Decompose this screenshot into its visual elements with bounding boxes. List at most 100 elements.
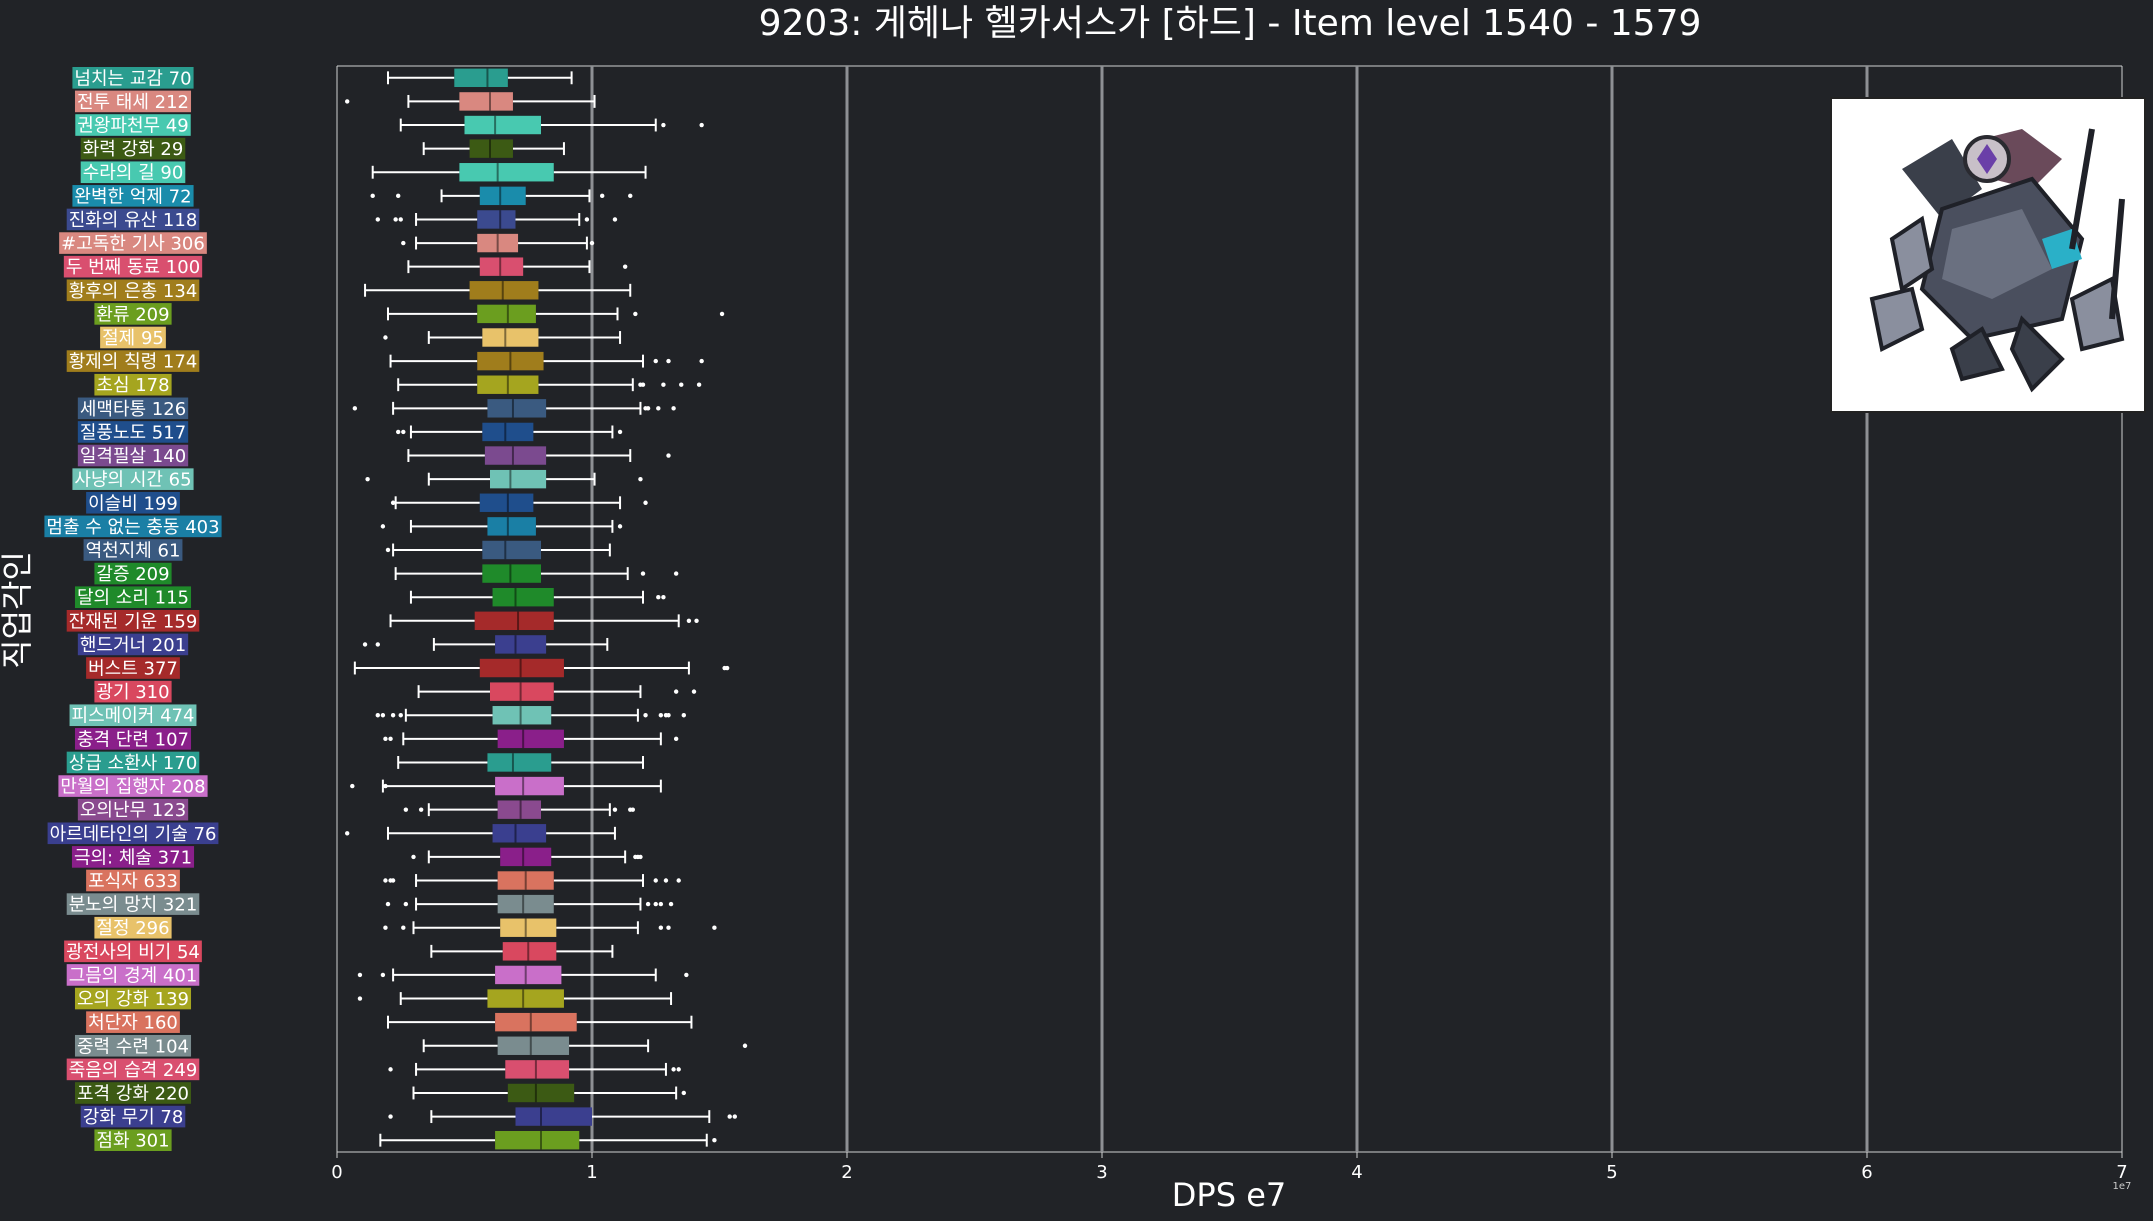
outlier-point bbox=[617, 429, 623, 435]
box-3 bbox=[422, 139, 565, 158]
outlier-point bbox=[380, 524, 386, 529]
outlier-point bbox=[661, 594, 666, 600]
outlier-point bbox=[712, 1137, 717, 1143]
outlier-point bbox=[380, 972, 386, 978]
box-42 bbox=[388, 1060, 681, 1079]
box-iqr bbox=[464, 115, 541, 135]
box-30 bbox=[350, 776, 662, 796]
outlier-point bbox=[398, 713, 403, 718]
outlier-point bbox=[388, 736, 393, 742]
outlier-point bbox=[658, 925, 664, 930]
category-label-text: 역천지체 61 bbox=[86, 540, 181, 561]
category-label-33: 극의: 체술 371 bbox=[71, 846, 195, 868]
outlier-point bbox=[385, 547, 391, 553]
category-label-36: 절정 296 bbox=[94, 916, 172, 939]
box-iqr bbox=[495, 1012, 577, 1032]
box-iqr bbox=[490, 469, 547, 489]
box-11 bbox=[383, 328, 622, 347]
category-label-bg bbox=[66, 1058, 200, 1081]
category-label-bg bbox=[86, 657, 180, 679]
category-label-bg bbox=[77, 444, 189, 467]
box-27 bbox=[375, 706, 686, 725]
outlier-point bbox=[666, 713, 671, 718]
box-iqr bbox=[495, 1130, 580, 1150]
outlier-point bbox=[643, 500, 648, 505]
outlier-point bbox=[653, 358, 658, 364]
category-label-bg bbox=[47, 822, 219, 845]
box-9 bbox=[364, 281, 632, 300]
category-label-28: 충격 단련 107 bbox=[74, 728, 192, 750]
box-23 bbox=[389, 611, 699, 631]
outlier-point bbox=[696, 382, 702, 387]
box-iqr bbox=[490, 682, 554, 701]
outlier-point bbox=[671, 406, 676, 411]
outlier-point bbox=[403, 901, 409, 907]
outlier-point bbox=[589, 240, 595, 246]
category-label-23: 잔재된 기운 159 bbox=[66, 610, 200, 632]
box-iqr bbox=[497, 894, 554, 914]
category-label-27: 피스메이커 474 bbox=[69, 704, 197, 727]
category-label-22: 달의 소리 115 bbox=[74, 586, 192, 609]
outlier-point bbox=[350, 783, 355, 789]
category-label-26: 광기 310 bbox=[94, 680, 172, 703]
outlier-point bbox=[383, 878, 388, 883]
category-label-11: 절제 95 bbox=[100, 326, 166, 349]
category-label-text: 오의난무 123 bbox=[80, 800, 186, 821]
category-label-13: 초심 178 bbox=[94, 373, 172, 396]
category-label-text: 멈출 수 없는 충동 403 bbox=[46, 517, 219, 538]
box-4 bbox=[371, 163, 647, 182]
category-label-text: #고독한 기사 306 bbox=[61, 234, 205, 255]
box-18 bbox=[390, 493, 648, 512]
box-37 bbox=[430, 942, 614, 961]
category-label-bg bbox=[94, 916, 172, 939]
outlier-point bbox=[691, 689, 697, 694]
box-5 bbox=[370, 186, 633, 206]
outlier-point bbox=[362, 642, 368, 647]
category-label-bg bbox=[77, 798, 189, 821]
outlier-point bbox=[628, 193, 633, 199]
outlier-point bbox=[352, 406, 358, 411]
category-label-text: 핸드거너 201 bbox=[80, 635, 186, 656]
box-8 bbox=[407, 257, 628, 276]
outlier-point bbox=[390, 713, 396, 718]
box-20 bbox=[385, 540, 611, 560]
box-44 bbox=[388, 1107, 737, 1126]
outlier-point bbox=[699, 358, 704, 364]
category-label-bg bbox=[100, 326, 166, 349]
outlier-point bbox=[645, 901, 651, 907]
box-13 bbox=[397, 375, 702, 394]
category-label-20: 역천지체 61 bbox=[83, 539, 183, 561]
outlier-point bbox=[679, 382, 684, 387]
outlier-point bbox=[681, 1090, 686, 1096]
category-label-2: 권왕파천무 49 bbox=[75, 114, 191, 137]
outlier-point bbox=[663, 878, 669, 883]
category-label-30: 만월의 집행자 208 bbox=[58, 775, 208, 798]
x-tick-label: 5 bbox=[1606, 1162, 1617, 1183]
box-iqr bbox=[502, 942, 557, 961]
category-label-text: 죽음의 습격 249 bbox=[69, 1060, 198, 1081]
category-label-bg bbox=[66, 751, 200, 774]
category-label-0: 넘치는 교감 70 bbox=[72, 67, 194, 89]
outlier-point bbox=[658, 713, 664, 718]
box-1 bbox=[345, 92, 596, 111]
outlier-point bbox=[640, 382, 646, 387]
box-iqr bbox=[474, 611, 554, 631]
outlier-point bbox=[401, 925, 406, 930]
category-label-15: 질풍노도 517 bbox=[77, 421, 189, 443]
category-label-bg bbox=[86, 869, 180, 892]
category-label-6: 진화의 유산 118 bbox=[66, 208, 200, 231]
outlier-point bbox=[398, 217, 403, 222]
category-label-17: 사냥의 시간 65 bbox=[72, 468, 194, 491]
category-label-bg bbox=[94, 680, 172, 703]
category-label-12: 황제의 칙령 174 bbox=[66, 350, 200, 373]
outlier-point bbox=[385, 901, 391, 907]
category-label-bg bbox=[69, 704, 197, 727]
category-label-bg bbox=[75, 114, 191, 136]
outlier-point bbox=[403, 807, 409, 812]
category-label-bg bbox=[74, 1034, 192, 1057]
outlier-point bbox=[643, 713, 648, 718]
category-label-text: 세맥타통 126 bbox=[80, 399, 186, 420]
box-iqr bbox=[477, 351, 544, 371]
category-label-bg bbox=[72, 468, 194, 490]
category-label-text: 이슬비 199 bbox=[88, 493, 178, 514]
